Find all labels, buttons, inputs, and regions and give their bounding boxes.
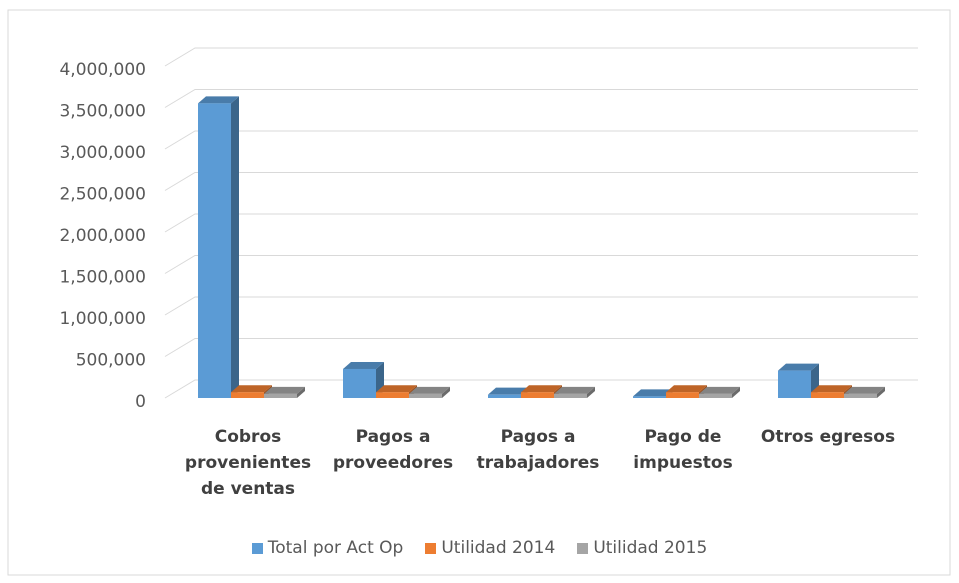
x-tick-label: Pago de impuestos [633,427,733,473]
grid-line [164,47,918,67]
legend-swatch [577,542,589,554]
bar-top [844,386,885,394]
bar [844,393,877,398]
y-tick-label: 1,000,000 [59,309,146,329]
bar-side [231,96,239,398]
legend-item: Utilidad 2014 [425,538,555,558]
grid-line [164,89,918,108]
bar-top [409,386,450,394]
bar-top [778,363,819,371]
grid-line [164,213,918,233]
bar-top [343,361,384,369]
grid-line [164,338,918,357]
bar-top [811,385,852,393]
bar-top [699,386,740,394]
bar [633,396,666,398]
y-tick-label: 1,500,000 [59,268,146,288]
bar-top [554,386,595,394]
legend-label: Total por Act Op [267,538,404,558]
bar [699,393,732,398]
legend: Total por Act Op Utilidad 2014 Utilidad 20… [0,538,959,558]
grid-line [164,255,918,274]
y-tick-label: 3,000,000 [59,143,146,163]
y-tick-label: 3,500,000 [59,102,146,122]
bar-top [488,387,529,395]
y-tick-label: 2,500,000 [59,185,146,205]
bar [231,392,264,398]
x-tick-label: Pagos a proveedores [332,427,454,473]
bar-side [587,386,595,398]
bar-top [376,385,417,393]
grid-line [164,379,918,399]
bar-top [633,389,674,397]
bar-top [666,385,707,393]
bar-side [442,386,450,398]
bar-side [732,386,740,398]
bar-top [198,96,239,104]
bar [811,392,844,398]
grid-line [164,130,918,150]
bar [264,393,297,398]
bar [343,368,376,398]
bar-side [877,386,885,398]
bar [521,392,554,398]
legend-item: Total por Act Op [251,538,404,558]
legend-swatch [251,542,263,554]
x-tick-label: Cobros provenientes de ventas [184,427,312,499]
bar-top [264,386,305,394]
bar [409,393,442,398]
bar-top [521,385,562,393]
bar [554,393,587,398]
chart-border [7,9,951,576]
bar [376,392,409,398]
grid-line [164,172,918,191]
x-tick-label: Pagos a trabajadores [476,427,600,473]
legend-swatch [425,542,437,554]
bar [198,103,231,398]
y-tick-label: 0 [135,392,146,412]
legend-label: Utilidad 2015 [593,538,708,558]
y-tick-label: 2,000,000 [59,226,146,246]
bar [666,392,699,398]
bar [488,394,521,398]
legend-label: Utilidad 2014 [441,538,556,558]
legend-item: Utilidad 2015 [577,538,707,558]
bar-top [231,385,272,393]
x-tick-label: Otros egresos [760,427,896,447]
y-tick-label: 500,000 [76,351,146,371]
y-tick-label: 4,000,000 [59,60,146,80]
grid-line [164,296,918,316]
bar [778,370,811,398]
bar-side [297,386,305,398]
